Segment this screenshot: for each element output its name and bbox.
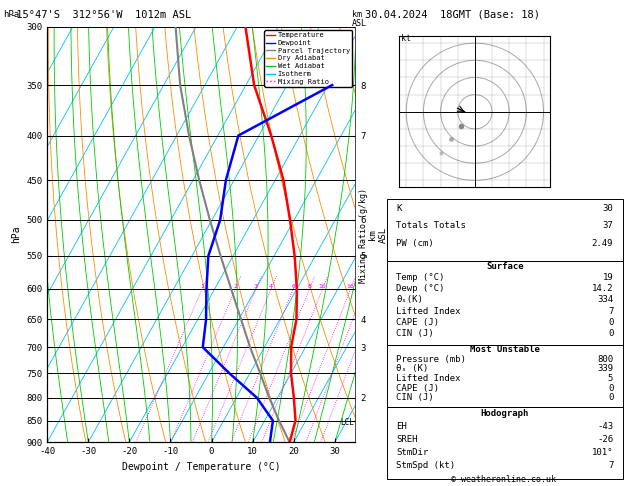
Text: CAPE (J): CAPE (J) bbox=[396, 383, 439, 393]
Text: StmSpd (kt): StmSpd (kt) bbox=[396, 461, 455, 470]
Text: 10: 10 bbox=[318, 284, 326, 289]
Text: EH: EH bbox=[396, 422, 407, 432]
Text: CIN (J): CIN (J) bbox=[396, 329, 434, 338]
Text: 0: 0 bbox=[608, 383, 613, 393]
Bar bbox=[387, 199, 623, 261]
Text: Lifted Index: Lifted Index bbox=[396, 307, 461, 315]
Text: 4: 4 bbox=[269, 284, 273, 289]
Text: StmDir: StmDir bbox=[396, 448, 428, 457]
Bar bbox=[387, 345, 623, 407]
Text: LCL: LCL bbox=[340, 418, 354, 427]
Text: 6: 6 bbox=[291, 284, 295, 289]
Text: Hodograph: Hodograph bbox=[481, 409, 529, 418]
Legend: Temperature, Dewpoint, Parcel Trajectory, Dry Adiabat, Wet Adiabat, Isotherm, Mi: Temperature, Dewpoint, Parcel Trajectory… bbox=[264, 30, 352, 87]
Bar bbox=[387, 407, 623, 479]
Text: Most Unstable: Most Unstable bbox=[470, 345, 540, 354]
Text: 1: 1 bbox=[200, 284, 204, 289]
Text: 0: 0 bbox=[608, 393, 613, 402]
Text: kt: kt bbox=[401, 35, 411, 43]
Text: © weatheronline.co.uk: © weatheronline.co.uk bbox=[451, 474, 555, 484]
Text: Mixing Ratio (g/kg): Mixing Ratio (g/kg) bbox=[359, 188, 368, 283]
Text: 2: 2 bbox=[233, 284, 237, 289]
Text: 16: 16 bbox=[347, 284, 355, 289]
X-axis label: Dewpoint / Temperature (°C): Dewpoint / Temperature (°C) bbox=[122, 462, 281, 472]
Text: Lifted Index: Lifted Index bbox=[396, 374, 461, 383]
Text: 101°: 101° bbox=[592, 448, 613, 457]
Text: Surface: Surface bbox=[486, 262, 523, 271]
Text: 800: 800 bbox=[597, 355, 613, 364]
Text: 14.2: 14.2 bbox=[592, 284, 613, 293]
Text: 0: 0 bbox=[608, 329, 613, 338]
Text: 30.04.2024  18GMT (Base: 18): 30.04.2024 18GMT (Base: 18) bbox=[365, 10, 540, 20]
Text: 37: 37 bbox=[603, 221, 613, 230]
Text: Temp (°C): Temp (°C) bbox=[396, 273, 445, 282]
Text: hPa: hPa bbox=[3, 10, 19, 19]
Text: 334: 334 bbox=[597, 295, 613, 304]
Text: 339: 339 bbox=[597, 364, 613, 373]
Text: Dewp (°C): Dewp (°C) bbox=[396, 284, 445, 293]
Text: PW (cm): PW (cm) bbox=[396, 239, 434, 248]
Text: SREH: SREH bbox=[396, 435, 418, 444]
Text: K: K bbox=[396, 204, 402, 212]
Text: θₛ (K): θₛ (K) bbox=[396, 364, 428, 373]
Text: 30: 30 bbox=[603, 204, 613, 212]
Text: 0: 0 bbox=[608, 318, 613, 327]
Text: -15°47'S  312°56'W  1012m ASL: -15°47'S 312°56'W 1012m ASL bbox=[10, 10, 191, 20]
Bar bbox=[387, 261, 623, 345]
Text: -43: -43 bbox=[597, 422, 613, 432]
Y-axis label: km
ASL: km ASL bbox=[369, 226, 388, 243]
Y-axis label: hPa: hPa bbox=[11, 226, 21, 243]
Text: Pressure (mb): Pressure (mb) bbox=[396, 355, 466, 364]
Text: CIN (J): CIN (J) bbox=[396, 393, 434, 402]
Text: 8: 8 bbox=[308, 284, 311, 289]
Text: 19: 19 bbox=[603, 273, 613, 282]
Text: Totals Totals: Totals Totals bbox=[396, 221, 466, 230]
Text: 2.49: 2.49 bbox=[592, 239, 613, 248]
Text: CAPE (J): CAPE (J) bbox=[396, 318, 439, 327]
Text: 3: 3 bbox=[254, 284, 258, 289]
Text: 7: 7 bbox=[608, 307, 613, 315]
Text: 7: 7 bbox=[608, 461, 613, 470]
Text: km
ASL: km ASL bbox=[352, 10, 367, 28]
Text: -26: -26 bbox=[597, 435, 613, 444]
Text: 5: 5 bbox=[608, 374, 613, 383]
Text: θₛ(K): θₛ(K) bbox=[396, 295, 423, 304]
